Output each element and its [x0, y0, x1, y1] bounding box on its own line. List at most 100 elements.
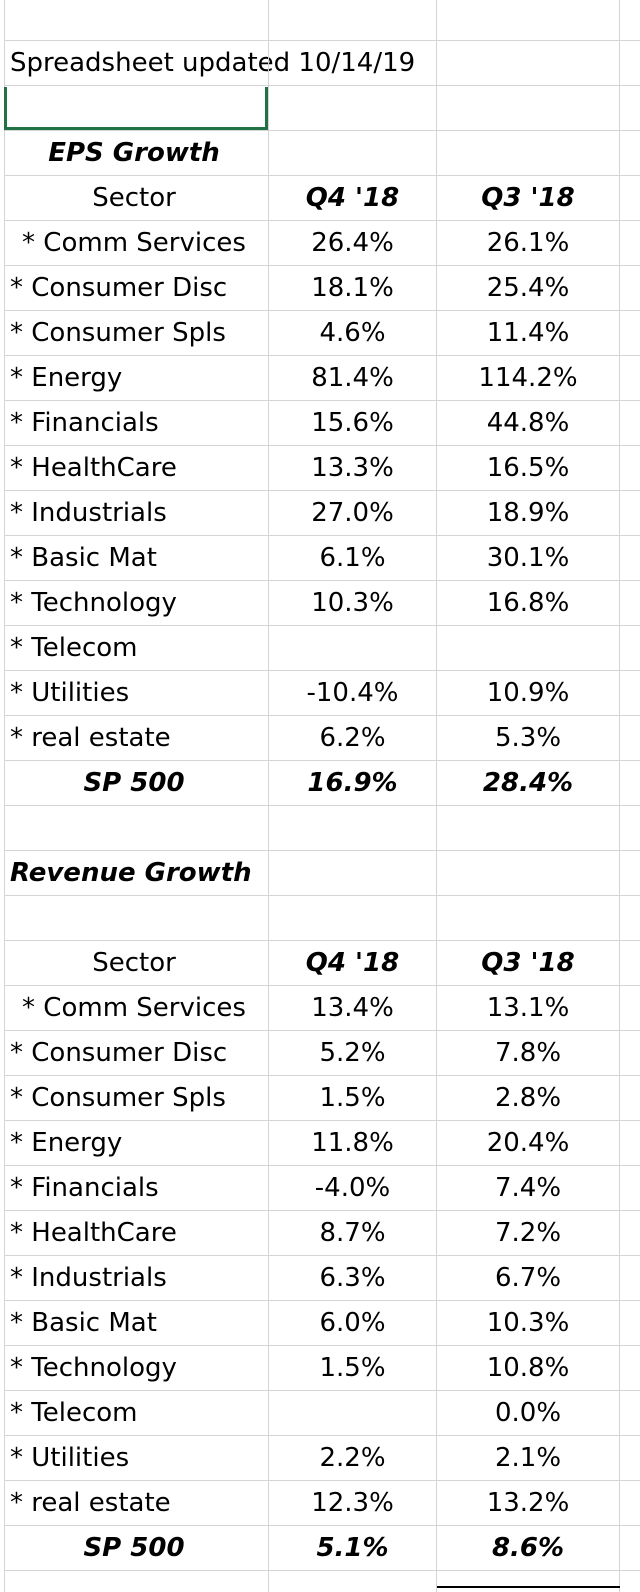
eps-q3-cell[interactable]: 25.4% — [486, 273, 570, 303]
eps-q4-cell[interactable]: 81.4% — [311, 363, 394, 393]
revenue-sector-cell[interactable]: * Telecom — [10, 1398, 138, 1428]
eps-sector-cell[interactable]: * Consumer Spls — [10, 318, 226, 348]
eps-q3-cell[interactable]: 10.9% — [486, 678, 570, 708]
active-cell-selection[interactable] — [4, 87, 268, 130]
eps-section-title[interactable]: EPS Growth — [48, 138, 220, 168]
revenue-q4-cell[interactable]: 12.3% — [311, 1488, 394, 1518]
eps-q3-cell[interactable]: 30.1% — [486, 543, 570, 573]
eps-q4-cell[interactable]: 6.1% — [319, 543, 386, 573]
eps-total-q3[interactable]: 28.4% — [482, 768, 574, 798]
revenue-table-row: * Financials -4.0% 7.4% — [0, 1166, 640, 1211]
revenue-total-q4[interactable]: 5.1% — [316, 1533, 389, 1563]
revenue-q4-cell[interactable]: -4.0% — [314, 1173, 391, 1203]
eps-q4-cell[interactable]: 26.4% — [311, 228, 394, 258]
eps-sector-cell[interactable]: * Comm Services — [22, 228, 246, 258]
eps-sector-cell[interactable]: * real estate — [10, 723, 171, 753]
eps-sector-cell[interactable]: * Utilities — [10, 678, 130, 708]
header-note-cell[interactable]: Spreadsheet updated 10/14/19 — [10, 48, 416, 78]
cell[interactable] — [437, 0, 619, 40]
cell[interactable] — [0, 806, 268, 850]
revenue-sector-cell[interactable]: * Comm Services — [22, 993, 246, 1023]
eps-q4-cell[interactable]: 4.6% — [319, 318, 386, 348]
revenue-sector-cell[interactable]: * Financials — [10, 1173, 159, 1203]
eps-table-row: * Energy 81.4% 114.2% — [0, 356, 640, 401]
eps-q4-cell[interactable] — [269, 626, 436, 670]
revenue-q4-cell[interactable] — [269, 1391, 436, 1435]
eps-header-q3[interactable]: Q3 '18 — [481, 183, 575, 213]
revenue-total-q3[interactable]: 8.6% — [491, 1533, 565, 1563]
revenue-q3-cell[interactable]: 10.8% — [486, 1353, 570, 1383]
eps-q4-cell[interactable]: -10.4% — [306, 678, 399, 708]
eps-q4-cell[interactable]: 6.2% — [319, 723, 386, 753]
revenue-q3-cell[interactable]: 2.1% — [494, 1443, 562, 1473]
cell[interactable] — [437, 86, 619, 130]
revenue-sector-cell[interactable]: * Consumer Spls — [10, 1083, 226, 1113]
revenue-total-label[interactable]: SP 500 — [83, 1533, 185, 1563]
revenue-sector-cell[interactable]: * Energy — [10, 1128, 123, 1158]
eps-q3-cell[interactable]: 16.5% — [486, 453, 570, 483]
eps-sector-cell[interactable]: * Industrials — [10, 498, 167, 528]
eps-table-row: * Telecom — [0, 626, 640, 671]
revenue-q4-cell[interactable]: 13.4% — [311, 993, 394, 1023]
eps-q4-cell[interactable]: 15.6% — [311, 408, 394, 438]
eps-sector-cell[interactable]: * Financials — [10, 408, 159, 438]
eps-total-q4[interactable]: 16.9% — [307, 768, 398, 798]
revenue-q4-cell[interactable]: 6.3% — [319, 1263, 386, 1293]
revenue-q4-cell[interactable]: 5.2% — [319, 1038, 386, 1068]
eps-sector-cell[interactable]: * Energy — [10, 363, 123, 393]
eps-q3-cell[interactable]: 44.8% — [486, 408, 570, 438]
cell[interactable] — [0, 0, 268, 40]
revenue-header-q3[interactable]: Q3 '18 — [481, 948, 575, 978]
revenue-sector-cell[interactable]: * HealthCare — [10, 1218, 177, 1248]
revenue-q4-cell[interactable]: 1.5% — [319, 1353, 386, 1383]
eps-sector-cell[interactable]: * Technology — [10, 588, 177, 618]
revenue-header-sector[interactable]: Sector — [92, 948, 176, 978]
eps-table-row: * Basic Mat 6.1% 30.1% — [0, 536, 640, 581]
revenue-q4-cell[interactable]: 11.8% — [311, 1128, 394, 1158]
revenue-sector-cell[interactable]: * Industrials — [10, 1263, 167, 1293]
eps-header-q4[interactable]: Q4 '18 — [305, 183, 400, 213]
revenue-q3-cell[interactable]: 10.3% — [486, 1308, 570, 1338]
eps-q3-cell[interactable]: 16.8% — [486, 588, 570, 618]
revenue-sector-cell[interactable]: * Utilities — [10, 1443, 130, 1473]
cell[interactable] — [0, 896, 268, 940]
eps-sector-cell[interactable]: * Consumer Disc — [10, 273, 228, 303]
eps-sector-cell[interactable]: * HealthCare — [10, 453, 177, 483]
revenue-q4-cell[interactable]: 1.5% — [319, 1083, 386, 1113]
eps-sector-cell[interactable]: * Basic Mat — [10, 543, 157, 573]
eps-q3-cell[interactable]: 5.3% — [494, 723, 562, 753]
revenue-q3-cell[interactable]: 7.4% — [494, 1173, 562, 1203]
eps-q4-cell[interactable]: 10.3% — [311, 588, 394, 618]
revenue-section-title[interactable]: Revenue Growth — [10, 858, 252, 888]
cell[interactable] — [269, 86, 436, 130]
eps-q3-cell[interactable] — [437, 626, 619, 670]
revenue-q3-cell[interactable]: 6.7% — [494, 1263, 562, 1293]
revenue-q3-cell[interactable]: 20.4% — [486, 1128, 570, 1158]
revenue-sector-cell[interactable]: * Consumer Disc — [10, 1038, 228, 1068]
sheet-row — [0, 0, 640, 41]
eps-q4-cell[interactable]: 13.3% — [311, 453, 394, 483]
revenue-header-q4[interactable]: Q4 '18 — [305, 948, 400, 978]
eps-q3-cell[interactable]: 114.2% — [478, 363, 578, 393]
eps-q3-cell[interactable]: 18.9% — [486, 498, 570, 528]
eps-total-label[interactable]: SP 500 — [83, 768, 185, 798]
revenue-q3-cell[interactable]: 0.0% — [494, 1398, 562, 1428]
revenue-q4-cell[interactable]: 8.7% — [319, 1218, 386, 1248]
revenue-q3-cell[interactable]: 7.2% — [494, 1218, 562, 1248]
cell[interactable] — [269, 0, 436, 40]
eps-q4-cell[interactable]: 27.0% — [311, 498, 394, 528]
revenue-q4-cell[interactable]: 6.0% — [319, 1308, 386, 1338]
revenue-q3-cell[interactable]: 7.8% — [494, 1038, 562, 1068]
eps-q4-cell[interactable]: 18.1% — [311, 273, 394, 303]
eps-q3-cell[interactable]: 26.1% — [486, 228, 570, 258]
eps-header-sector[interactable]: Sector — [92, 183, 176, 213]
revenue-q3-cell[interactable]: 13.2% — [486, 1488, 570, 1518]
revenue-sector-cell[interactable]: * Technology — [10, 1353, 177, 1383]
revenue-q3-cell[interactable]: 2.8% — [494, 1083, 562, 1113]
revenue-sector-cell[interactable]: * Basic Mat — [10, 1308, 157, 1338]
revenue-sector-cell[interactable]: * real estate — [10, 1488, 171, 1518]
revenue-q3-cell[interactable]: 13.1% — [486, 993, 570, 1023]
eps-q3-cell[interactable]: 11.4% — [486, 318, 570, 348]
eps-sector-cell[interactable]: * Telecom — [10, 633, 138, 663]
revenue-q4-cell[interactable]: 2.2% — [319, 1443, 386, 1473]
